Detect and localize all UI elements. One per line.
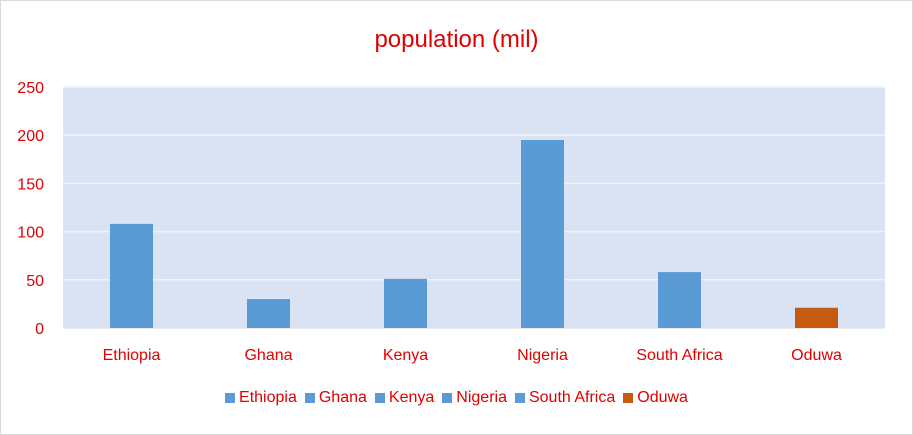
bar-ghana xyxy=(247,299,290,328)
x-tick-label: Ethiopia xyxy=(103,347,161,364)
legend-swatch xyxy=(623,393,634,403)
legend-label: Nigeria xyxy=(456,389,507,406)
legend-swatch xyxy=(225,393,236,403)
chart-legend: Ethiopia Ghana Kenya Nigeria South Africa Odu… xyxy=(0,389,913,407)
bar-kenya xyxy=(384,278,427,328)
y-tick-label: 0 xyxy=(35,321,44,338)
legend-item: South Africa xyxy=(514,389,616,407)
x-tick-label: Ghana xyxy=(244,347,292,364)
legend-label: Ethiopia xyxy=(239,389,297,406)
y-tick-label: 150 xyxy=(17,176,44,193)
bar-south-africa xyxy=(658,272,701,328)
legend-swatch xyxy=(304,393,315,403)
legend-item: Oduwa xyxy=(623,389,688,407)
x-tick-label: Kenya xyxy=(383,347,428,364)
legend-item: Ghana xyxy=(304,389,367,407)
legend-label: Ghana xyxy=(318,389,367,406)
legend-label: Oduwa xyxy=(637,389,688,406)
legend-swatch xyxy=(442,393,453,403)
legend-item: Ethiopia xyxy=(225,389,297,407)
bar-oduwa xyxy=(795,307,838,328)
chart-title: population (mil) xyxy=(374,26,539,53)
plot-area xyxy=(63,87,885,328)
y-tick-label: 100 xyxy=(17,225,44,242)
legend-swatch xyxy=(374,393,385,403)
legend-label: Kenya xyxy=(388,389,435,406)
x-tick-label: South Africa xyxy=(636,347,722,364)
x-tick-label: Oduwa xyxy=(791,347,842,364)
legend-swatch xyxy=(514,393,525,403)
legend-label: South Africa xyxy=(528,389,616,406)
y-tick-label: 200 xyxy=(17,128,44,145)
bar-nigeria xyxy=(521,140,564,328)
x-tick-label: Nigeria xyxy=(517,347,568,364)
y-tick-label: 50 xyxy=(26,273,44,290)
legend-item: Nigeria xyxy=(442,389,507,407)
bar-ethiopia xyxy=(110,223,153,328)
legend-item: Kenya xyxy=(374,389,435,407)
y-tick-label: 250 xyxy=(17,80,44,97)
